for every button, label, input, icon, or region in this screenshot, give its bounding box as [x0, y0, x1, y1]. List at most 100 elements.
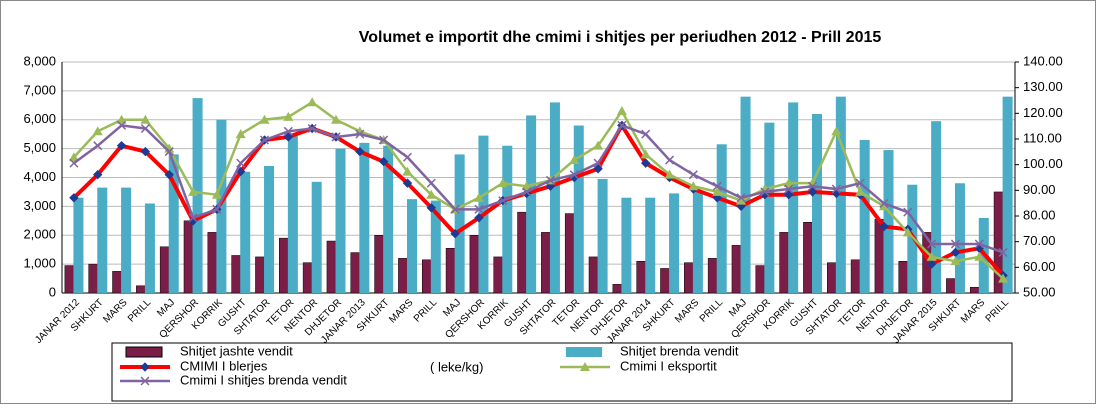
legend-label: CMIMI I blerjes — [180, 358, 268, 373]
legend-swatch — [125, 346, 163, 358]
marker — [641, 129, 651, 139]
bar — [112, 271, 123, 294]
marker — [69, 158, 79, 168]
marker — [307, 123, 317, 134]
bar — [803, 222, 814, 294]
marker — [950, 239, 960, 249]
marker — [164, 147, 174, 157]
line — [72, 100, 1004, 280]
legend-label: Shitjet jashte vendit — [180, 343, 293, 358]
marker — [855, 178, 865, 188]
legend-swatch — [566, 347, 602, 357]
marker — [831, 184, 841, 194]
bar — [827, 262, 838, 294]
marker — [354, 126, 365, 136]
bar — [636, 260, 647, 294]
marker — [783, 178, 794, 188]
bar — [493, 256, 504, 294]
y2-tick-label: 70.00 — [1023, 233, 1056, 248]
bar — [326, 240, 338, 294]
bar — [159, 246, 171, 294]
legend-label: Cmimi I shitjes brenda vendit — [180, 372, 347, 387]
marker — [498, 196, 508, 206]
marker — [879, 221, 889, 232]
marker — [521, 181, 532, 191]
marker — [450, 229, 460, 239]
marker — [259, 135, 270, 145]
bar — [707, 258, 719, 294]
bar — [287, 134, 298, 293]
marker — [379, 135, 389, 145]
bar — [73, 197, 84, 293]
marker — [497, 178, 508, 188]
marker — [903, 207, 913, 217]
marker — [474, 213, 484, 223]
marker — [402, 166, 413, 176]
marker — [283, 132, 294, 142]
bar — [931, 121, 942, 293]
marker — [878, 201, 889, 211]
bar — [279, 237, 290, 294]
bar — [121, 187, 132, 293]
bar — [168, 154, 179, 293]
marker — [426, 178, 436, 188]
bar — [398, 258, 409, 294]
legend-label: Shitjet brenda vendit — [620, 343, 739, 358]
marker — [140, 114, 151, 124]
marker — [950, 256, 961, 266]
y-tick-label: 2,000 — [23, 227, 56, 242]
bar — [359, 142, 370, 293]
marker — [974, 251, 985, 261]
bar — [692, 191, 703, 293]
marker — [974, 239, 984, 249]
bar — [588, 256, 600, 294]
bar — [311, 181, 322, 293]
marker — [641, 158, 651, 168]
y-tick-label: 6,000 — [23, 111, 56, 126]
marker — [473, 192, 484, 202]
marker — [140, 376, 150, 386]
bar — [264, 165, 275, 293]
marker — [927, 239, 937, 249]
marker — [212, 204, 222, 214]
bar — [850, 259, 862, 294]
marker — [330, 114, 341, 124]
bar — [445, 247, 457, 294]
bar — [621, 197, 632, 293]
marker — [640, 149, 651, 159]
bar — [716, 144, 727, 293]
y-tick-label: 8,000 — [23, 53, 56, 68]
bar — [517, 211, 528, 294]
marker — [93, 169, 103, 180]
bar — [64, 265, 76, 294]
marker — [736, 193, 746, 203]
bar — [240, 171, 251, 293]
marker — [879, 198, 889, 208]
bar — [612, 284, 624, 294]
marker — [712, 186, 723, 196]
marker — [688, 170, 698, 180]
bar — [684, 262, 695, 294]
marker — [402, 152, 412, 162]
marker — [211, 189, 222, 199]
legend-box — [111, 342, 1013, 402]
marker — [593, 140, 604, 150]
bar — [97, 187, 108, 293]
bar — [255, 256, 266, 294]
marker — [474, 204, 484, 214]
marker — [140, 362, 150, 372]
legend-label: Cmimi I eksportit — [620, 358, 717, 373]
marker — [164, 169, 174, 180]
bar — [812, 113, 823, 293]
bar — [1002, 96, 1013, 294]
bar — [564, 213, 576, 294]
marker — [580, 362, 590, 371]
marker — [259, 114, 270, 124]
marker — [807, 178, 818, 188]
bar — [302, 262, 314, 294]
bar — [946, 278, 957, 294]
y2-tick-label: 100.00 — [1023, 156, 1063, 171]
marker — [665, 155, 675, 165]
marker — [236, 158, 246, 168]
